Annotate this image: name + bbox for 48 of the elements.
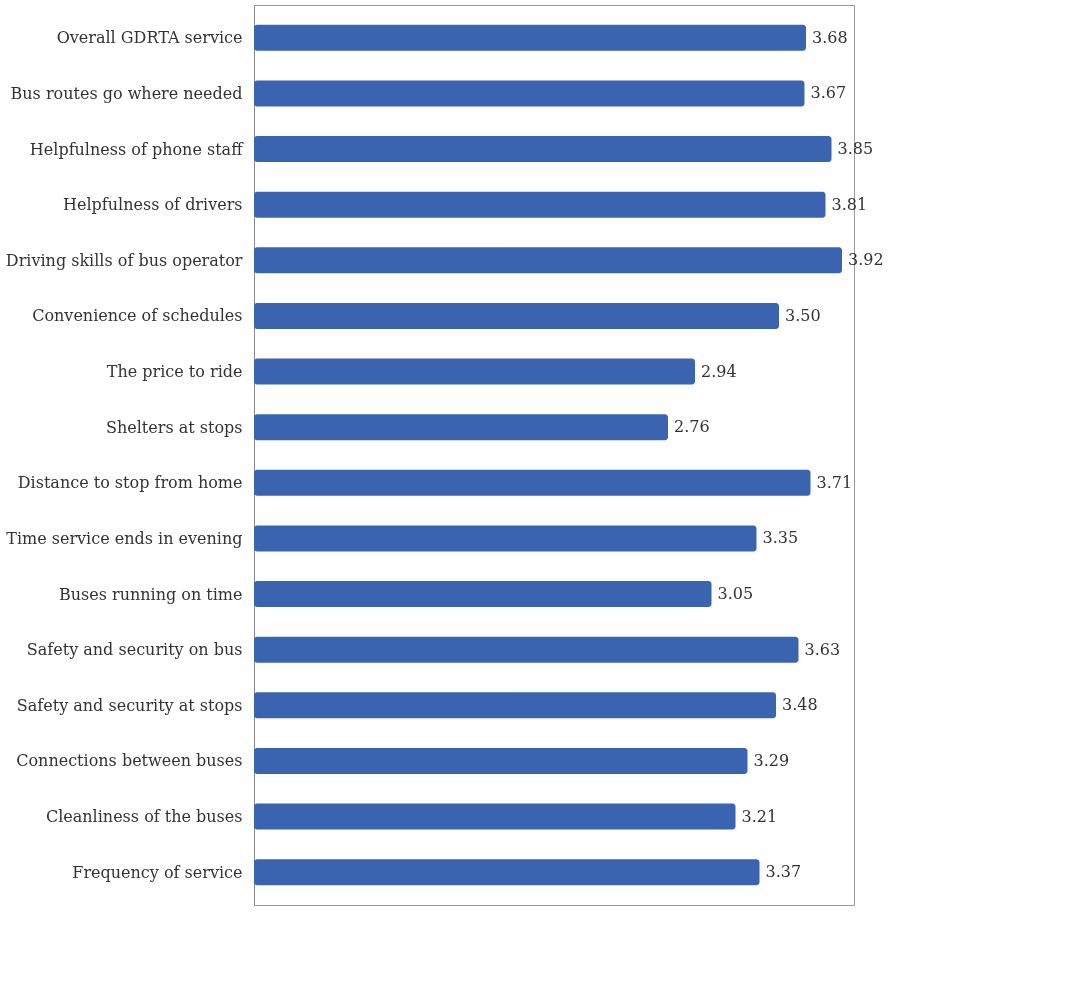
data-label: 3.67: [810, 83, 847, 103]
y-tick-label: Buses running on time: [58, 584, 243, 604]
bar: [254, 525, 757, 552]
bar: [254, 414, 668, 441]
bar: [254, 636, 799, 663]
data-label: 2.76: [674, 417, 710, 437]
bar: [254, 247, 842, 274]
y-tick-label: Helpfulness of drivers: [63, 195, 243, 215]
data-label: 3.92: [848, 250, 884, 270]
bar: [254, 803, 736, 830]
data-label: 3.63: [804, 639, 841, 659]
bar: [254, 302, 779, 329]
bar: [254, 692, 776, 719]
data-label: 3.21: [741, 806, 778, 826]
bar: [254, 136, 832, 163]
bar: [254, 358, 695, 385]
y-tick-label: Safety and security at stops: [16, 695, 243, 715]
y-tick-label: Convenience of schedules: [32, 306, 243, 326]
y-tick-label: Frequency of service: [72, 862, 243, 882]
data-label: 3.71: [816, 472, 853, 492]
y-tick-label: Cleanliness of the buses: [45, 807, 243, 827]
data-label: 3.05: [717, 584, 754, 604]
y-tick-label: Driving skills of bus operator: [5, 250, 243, 270]
data-label: 3.37: [765, 862, 802, 882]
bar: [254, 747, 748, 774]
y-tick-label: Safety and security on bus: [26, 640, 243, 660]
bar: [254, 469, 811, 496]
data-label: 3.68: [812, 27, 848, 47]
y-tick-label: Connections between buses: [16, 751, 243, 771]
bar: [254, 80, 805, 107]
y-tick-label: Shelters at stops: [106, 417, 243, 437]
data-label: 3.48: [782, 695, 818, 715]
y-tick-label: Overall GDRTA service: [56, 28, 243, 48]
data-label: 3.81: [831, 194, 868, 214]
y-tick-label: Distance to stop from home: [17, 473, 243, 493]
bar: [254, 581, 712, 608]
y-tick-label: The price to ride: [106, 362, 243, 382]
bar: [254, 191, 826, 218]
y-tick-label: Helpfulness of phone staff: [29, 139, 245, 159]
data-label: 3.35: [762, 528, 799, 548]
bar: [254, 859, 760, 886]
data-label: 3.50: [785, 305, 821, 325]
y-tick-label: Time service ends in evening: [6, 528, 243, 548]
data-label: 3.29: [753, 750, 790, 770]
y-tick-label: Bus routes go where needed: [10, 83, 243, 103]
data-label: 3.85: [837, 139, 874, 159]
bar: [254, 24, 806, 51]
data-label: 2.94: [701, 361, 737, 381]
